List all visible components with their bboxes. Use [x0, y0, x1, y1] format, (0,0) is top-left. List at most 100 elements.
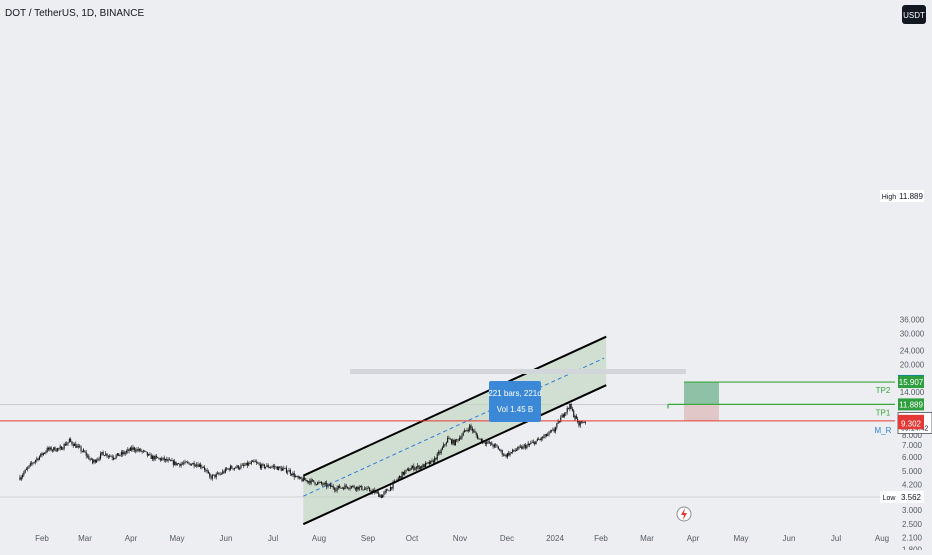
candle-body: [558, 421, 560, 423]
candle-body: [470, 425, 472, 429]
candle-body: [293, 473, 295, 478]
candle-body: [497, 446, 499, 450]
candle-body: [304, 477, 306, 481]
candle-body: [161, 458, 163, 461]
candle-body: [536, 439, 538, 441]
candle-body: [98, 458, 100, 460]
candle-body: [107, 456, 109, 458]
candle-body: [179, 463, 181, 466]
symbol-title[interactable]: DOT / TetherUS, 1D, BINANCE: [5, 8, 144, 19]
candle-body: [361, 485, 363, 490]
candle-body: [80, 446, 82, 452]
candle-body: [276, 466, 278, 470]
candle-body: [438, 452, 440, 454]
candle-body: [191, 464, 193, 466]
candle-body: [92, 462, 94, 463]
y-tick-label: 24.000: [900, 346, 925, 355]
candle-body: [96, 460, 98, 463]
low-label-value-bg: [898, 491, 924, 504]
candle-body: [435, 457, 437, 460]
candle-body: [245, 462, 247, 466]
candle-body: [538, 439, 540, 440]
candle-body: [89, 459, 91, 461]
candle-body: [132, 447, 134, 450]
candle-body: [484, 442, 486, 444]
candle-body: [324, 482, 326, 484]
y-tick-label: 20.000: [900, 360, 925, 369]
candle-body: [337, 485, 339, 488]
channel-lower-line[interactable]: [302, 384, 607, 526]
candle-body: [66, 443, 68, 446]
candle-body: [328, 484, 330, 486]
candle-body: [278, 466, 280, 470]
currency-button-label: USDT: [903, 11, 925, 20]
candle-body: [205, 469, 207, 471]
candle-body: [263, 464, 265, 468]
candle-body: [482, 440, 484, 442]
candle-body: [393, 481, 395, 483]
candle-body: [504, 454, 506, 456]
candle-body: [421, 466, 423, 468]
candle-body: [183, 463, 185, 464]
candle-body: [68, 439, 70, 441]
candle-body: [552, 429, 554, 431]
candle-body: [314, 482, 316, 485]
candle-body: [70, 439, 72, 442]
candle-body: [487, 441, 489, 443]
candle-body: [444, 444, 446, 445]
candle-body: [508, 453, 510, 456]
price-label-red: 9.302: [898, 417, 924, 430]
candle-body: [44, 452, 46, 454]
candle-body: [569, 404, 571, 409]
candle-body: [145, 451, 147, 453]
candle-body: [150, 454, 152, 459]
candle-body: [341, 487, 343, 489]
candle-body: [37, 458, 39, 460]
candle-body: [317, 482, 319, 485]
candle-body: [448, 437, 450, 439]
y-tick-label: 2.500: [902, 520, 923, 529]
candle-body: [540, 437, 542, 440]
candle-body: [302, 477, 304, 482]
channel-midline[interactable]: [303, 357, 605, 497]
high-label: High 11.889: [880, 190, 924, 202]
channel-upper-line[interactable]: [302, 335, 607, 477]
candle-body: [140, 448, 142, 452]
candles: [19, 403, 586, 499]
currency-button[interactable]: USDT: [902, 5, 926, 24]
price-label-tp2: 15.907: [898, 376, 924, 389]
candle-body: [244, 465, 246, 466]
candle-body: [129, 447, 131, 451]
candle-body: [280, 467, 282, 471]
candle-body: [301, 478, 303, 482]
candle-body: [354, 487, 356, 490]
candle-body: [105, 453, 107, 456]
x-tick-label: Aug: [875, 534, 889, 543]
candle-body: [506, 453, 508, 457]
candle-body: [257, 462, 259, 464]
candle-body: [579, 421, 581, 426]
candle-body: [405, 469, 407, 472]
candle-body: [133, 447, 135, 451]
candle-body: [490, 442, 492, 444]
candle-body: [371, 490, 373, 493]
x-tick-label: May: [733, 534, 748, 543]
candle-body: [270, 467, 272, 468]
candle-body: [94, 459, 96, 463]
candle-body: [340, 487, 342, 489]
candle-body: [235, 467, 237, 469]
tp2-label: TP2: [876, 386, 891, 395]
candle-body: [272, 466, 274, 468]
candle-body: [512, 449, 514, 453]
candle-body: [58, 448, 60, 449]
candle-body: [106, 453, 108, 457]
candle-body: [451, 439, 453, 444]
candle-body: [77, 446, 79, 447]
candle-body: [488, 441, 490, 444]
candle-body: [440, 449, 442, 454]
candle-body: [254, 461, 256, 463]
candle-body: [426, 462, 428, 464]
candle-body: [505, 454, 507, 457]
candle-body: [492, 445, 494, 447]
